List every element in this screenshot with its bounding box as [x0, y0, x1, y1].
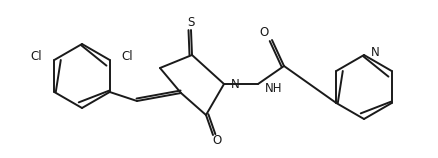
Text: NH: NH [265, 82, 283, 94]
Text: O: O [259, 27, 268, 40]
Text: S: S [187, 15, 194, 28]
Text: N: N [231, 78, 240, 91]
Text: Cl: Cl [31, 51, 42, 64]
Text: Cl: Cl [122, 51, 133, 64]
Text: N: N [371, 46, 380, 60]
Text: O: O [212, 134, 222, 146]
